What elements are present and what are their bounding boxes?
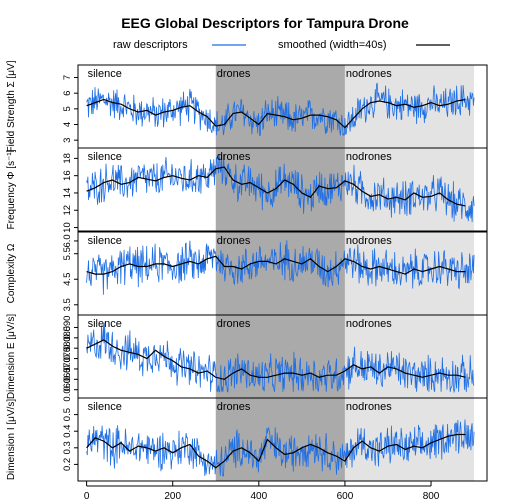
y-tick-label: 0.070	[62, 357, 73, 381]
raw-descriptor-trace	[86, 240, 475, 295]
segment-label-drones: drones	[217, 235, 251, 247]
y-tick-label: 5	[62, 106, 73, 111]
chart-title: EEG Global Descriptors for Tampura Drone	[121, 15, 409, 31]
smoothed-curve	[86, 433, 466, 469]
segment-label-silence: silence	[88, 151, 122, 163]
y-tick-label: 0.5	[62, 408, 73, 421]
y-axis-label: Complexity Ω	[6, 243, 17, 303]
panel-3: silence drones nodrones 3.5 4.5 5.56.0 Complex…	[6, 231, 488, 316]
y-tick-label: 0.090	[62, 316, 73, 340]
x-tick-label: 400	[250, 491, 267, 502]
legend: raw descriptors smoothed (width=40s)	[113, 39, 450, 51]
y-tick-label: 7	[62, 75, 73, 80]
segment-label-silence: silence	[88, 68, 122, 80]
y-tick-label: 0.080	[62, 336, 73, 360]
segment-label-drones: drones	[217, 401, 251, 413]
raw-descriptor-trace	[86, 419, 475, 477]
panel-frame	[77, 397, 488, 482]
segment-label-drones: drones	[217, 318, 251, 330]
y-tick-label: 6	[62, 91, 73, 96]
raw-descriptor-trace	[86, 154, 475, 223]
y-tick-label: 10	[62, 222, 73, 233]
y-tick-label: 5.5	[62, 247, 73, 260]
smoothed-curve	[86, 166, 466, 207]
segment-label-nodrones: nodrones	[346, 151, 392, 163]
y-tick-label: 0.4	[62, 425, 73, 438]
y-tick-label: 0.3	[62, 441, 73, 454]
smoothed-curve	[86, 339, 466, 380]
segment-label-nodrones: nodrones	[346, 68, 392, 80]
x-tick-label: 200	[164, 491, 181, 502]
y-tick-label: 12	[62, 205, 73, 216]
segment-label-nodrones: nodrones	[346, 318, 392, 330]
segment-label-nodrones: nodrones	[346, 235, 392, 247]
y-axis-label: Field Strength Σ [μV]	[6, 60, 17, 152]
x-axis: 0 200 400 600 800	[84, 481, 440, 502]
y-tick-label: 6.0	[62, 234, 73, 247]
y-tick-label: 0.085	[62, 326, 73, 350]
y-tick-label: 0.060	[62, 378, 73, 402]
y-tick-label: 0.075	[62, 347, 73, 371]
segment-band-nodrones	[344, 315, 475, 398]
segment-label-silence: silence	[88, 318, 122, 330]
panel-5: silence drones nodrones 0.2 0.3 0.4 0.5 Dimensi…	[6, 397, 488, 482]
y-tick-label: 4.5	[62, 273, 73, 286]
y-tick-label: 4	[62, 122, 73, 127]
segment-label-silence: silence	[88, 235, 122, 247]
y-axis-label: Dimension I [μV/s]	[6, 399, 17, 481]
y-tick-label: 18	[62, 153, 73, 164]
panels-group: silence drones nodrones 3 4 5 6 7 Field Strength…	[6, 60, 488, 482]
raw-descriptor-trace	[86, 322, 475, 394]
panel-2: silence drones nodrones 10 12 14 16 18 Frequency…	[6, 147, 488, 233]
y-tick-label: 3	[62, 138, 73, 143]
x-tick-label: 800	[423, 491, 440, 502]
segment-label-drones: drones	[217, 151, 251, 163]
y-tick-label: 14	[62, 188, 73, 199]
x-tick-label: 600	[337, 491, 354, 502]
y-tick-label: 0.2	[62, 458, 73, 471]
smoothed-curve	[86, 98, 466, 129]
segment-label-drones: drones	[217, 68, 251, 80]
y-tick-label: 3.5	[62, 298, 73, 311]
panel-frame	[77, 147, 488, 232]
legend-label-raw: raw descriptors	[113, 39, 188, 51]
segment-label-silence: silence	[88, 401, 122, 413]
legend-label-smoothed: smoothed (width=40s)	[278, 39, 387, 51]
smoothed-curve	[86, 255, 466, 275]
x-tick-label: 0	[84, 491, 90, 502]
y-tick-label: 0.065	[62, 367, 73, 391]
segment-label-nodrones: nodrones	[346, 401, 392, 413]
y-axis-label: Frequency Φ [s⁻¹]	[6, 149, 17, 229]
panel-4: silence drones nodrones 0.0600.0650.0700.07…	[6, 314, 488, 402]
y-tick-label: 16	[62, 170, 73, 181]
y-axis-label: Dimension E [μV/s]	[6, 314, 17, 399]
panel-1: silence drones nodrones 3 4 5 6 7 Field Strength…	[6, 60, 488, 152]
raw-descriptor-trace	[86, 82, 475, 137]
